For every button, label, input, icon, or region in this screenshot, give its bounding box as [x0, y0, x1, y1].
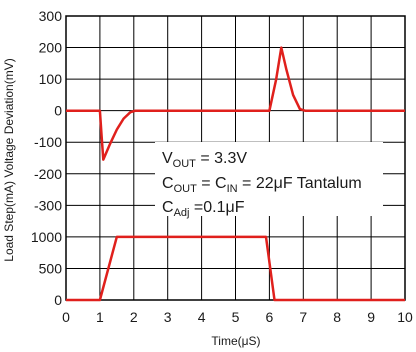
tick-labels: 0 1 2 3 4 5 6 7 8 9 103002001000-100-200-300100050…: [31, 8, 413, 325]
y-tick-label: -200: [34, 166, 62, 182]
x-tick-label: 8: [333, 309, 341, 325]
x-tick-label: 4: [198, 309, 206, 325]
y-tick-label: -300: [34, 197, 62, 213]
annotation-line: CAdj =0.1μF: [162, 199, 245, 219]
y-tick-label: 1000: [31, 229, 62, 245]
voltage-deviation-line: [66, 46, 405, 161]
y-axis-label: Load Step(mA) Voltage Deviation(mV): [2, 58, 16, 261]
y-tick-label: 0: [54, 292, 62, 308]
annotation-box: [155, 142, 383, 216]
x-axis-label: Time(μS): [211, 334, 260, 348]
x-tick-label: 5: [232, 309, 240, 325]
annotation-line: COUT = CIN = 22μF Tantalum: [162, 175, 362, 195]
y-tick-label: 100: [39, 71, 63, 87]
x-tick-label: 10: [397, 309, 413, 325]
x-tick-label: 0: [62, 309, 70, 325]
y-tick-label: 300: [39, 8, 63, 24]
x-tick-label: 9: [367, 309, 375, 325]
plot-frame: [65, 15, 406, 301]
y-tick-label: 500: [39, 260, 63, 276]
y-tick-label: 200: [39, 40, 63, 56]
series-lines: [66, 46, 405, 302]
x-tick-label: 2: [130, 309, 138, 325]
annotation-text: VOUT = 3.3V COUT = CIN = 22μF Tantalum CAd…: [162, 150, 362, 219]
annotation-line: VOUT = 3.3V: [162, 150, 247, 170]
y-tick-label: -100: [34, 134, 62, 150]
x-tick-label: 7: [299, 309, 307, 325]
y-tick-label: 0: [54, 103, 62, 119]
load-step-line: [66, 235, 405, 302]
x-tick-label: 3: [164, 309, 172, 325]
x-tick-label: 6: [266, 309, 274, 325]
x-tick-label: 1: [96, 309, 104, 325]
